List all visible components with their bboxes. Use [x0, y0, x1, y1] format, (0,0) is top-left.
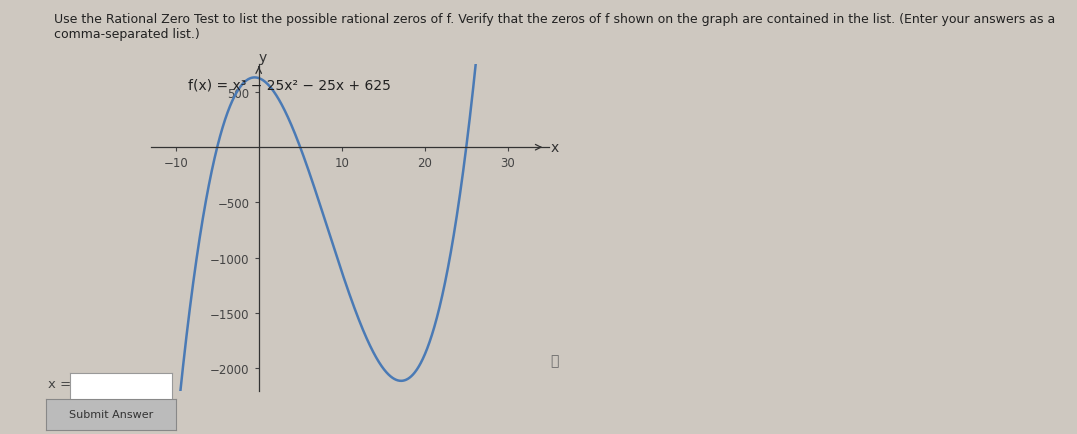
Text: f(x) = x³ − 25x² − 25x + 625: f(x) = x³ − 25x² − 25x + 625	[188, 78, 391, 92]
Text: ⓘ: ⓘ	[550, 353, 559, 367]
Text: Submit Answer: Submit Answer	[69, 410, 153, 419]
Text: x: x	[551, 141, 559, 155]
Text: x =: x =	[48, 378, 71, 391]
Text: Use the Rational Zero Test to list the possible rational zeros of f. Verify that: Use the Rational Zero Test to list the p…	[54, 13, 1055, 41]
Text: y: y	[258, 51, 267, 65]
